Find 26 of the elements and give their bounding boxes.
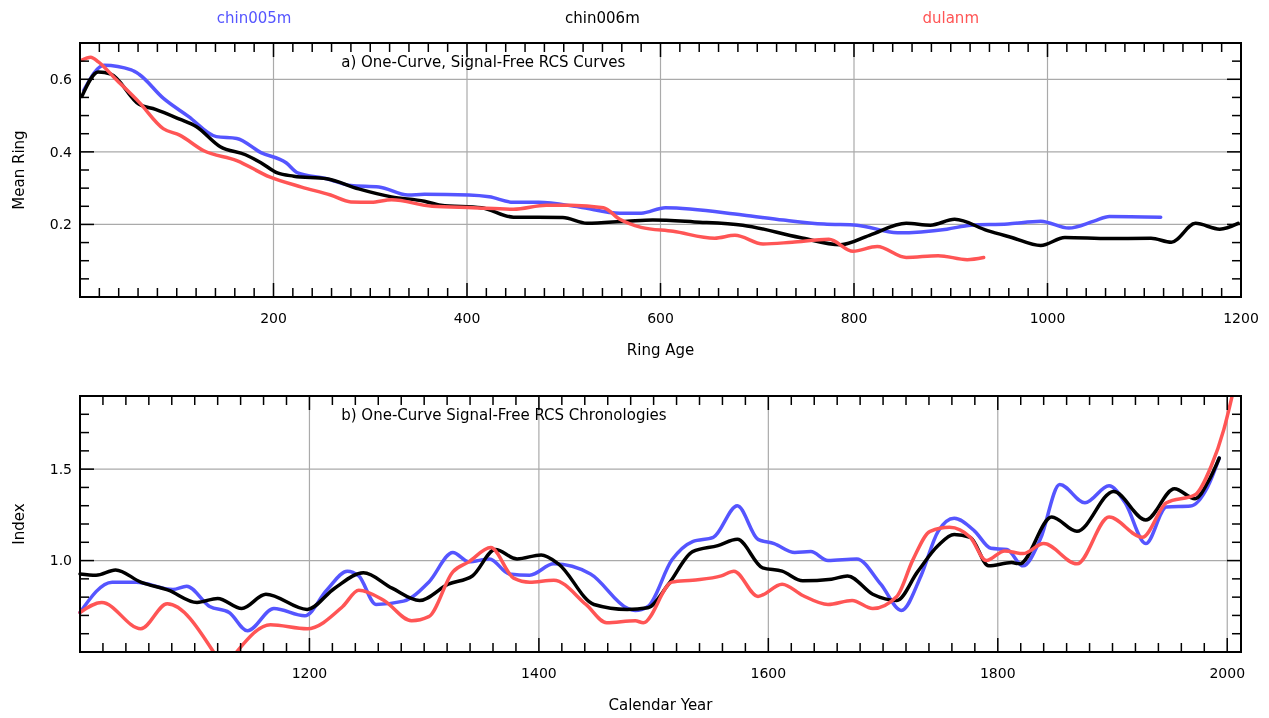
x-tick-label: 400: [453, 310, 481, 326]
x-tick-label: 800: [840, 310, 868, 326]
text: b) One-Curve Signal-Free RCS Chronologies: [341, 406, 667, 424]
y-axis-title: Mean Ring: [10, 130, 28, 210]
x-tick-label: 1200: [1223, 310, 1259, 326]
x-axis-title: Ring Age: [626, 341, 695, 359]
text: chin005m: [216, 9, 292, 28]
x-tick-label: 1200: [291, 665, 328, 681]
x-tick-label: 1600: [750, 665, 787, 681]
line-series: [80, 55, 986, 262]
y-tick-label: 0.6: [49, 71, 73, 88]
x-tick-label: 2000: [1209, 665, 1246, 681]
text: dulanm: [922, 9, 980, 28]
text: a) One-Curve, Signal-Free RCS Curves: [341, 53, 626, 71]
x-tick-label: 200: [260, 310, 287, 326]
y-axis-title: Index: [10, 503, 28, 545]
x-tick-label: 600: [647, 310, 674, 326]
y-tick-label: 1.0: [49, 552, 72, 569]
y-tick-label: 1.5: [49, 461, 72, 478]
x-tick-label: 1400: [521, 665, 557, 681]
x-tick-label: 1800: [979, 665, 1016, 681]
y-tick-label: 0.4: [49, 143, 73, 160]
x-tick-label: 1000: [1029, 310, 1066, 326]
text: chin006m: [565, 9, 640, 28]
y-tick-label: 0.2: [49, 216, 72, 233]
x-axis-title: Calendar Year: [608, 696, 714, 714]
